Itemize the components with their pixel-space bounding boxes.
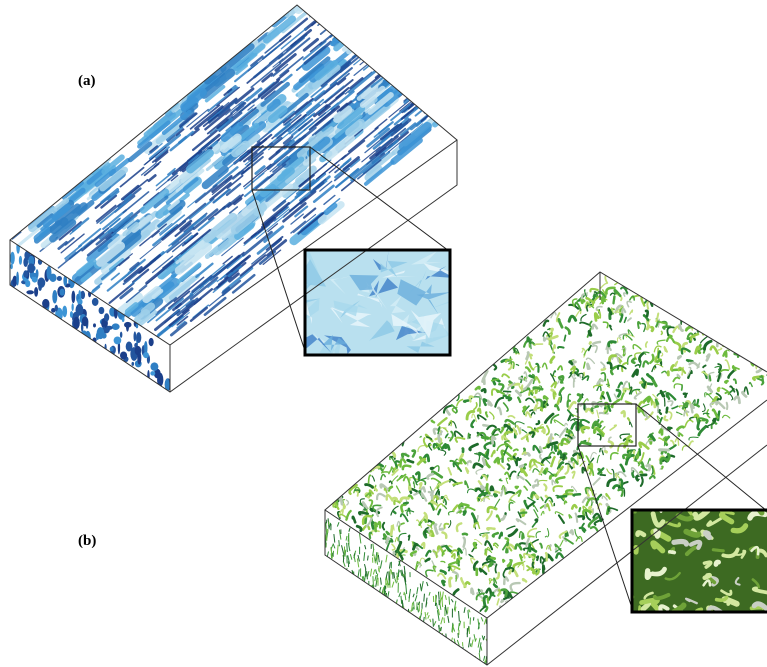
vortices-b xyxy=(332,272,767,613)
box-b xyxy=(324,271,767,666)
box-a xyxy=(9,4,458,393)
zoom-region-b xyxy=(577,403,637,447)
inset-b xyxy=(630,508,767,614)
panel-a-visualization xyxy=(10,5,457,392)
panel-label: (a) xyxy=(78,73,96,89)
inset-a-content xyxy=(306,251,449,354)
panel-b-visualization xyxy=(325,272,767,665)
inset-b-content xyxy=(633,511,767,611)
inset-a xyxy=(303,248,452,357)
front-b xyxy=(325,518,487,665)
zoom-region-a xyxy=(251,146,311,191)
panel-label: (b) xyxy=(78,533,96,549)
